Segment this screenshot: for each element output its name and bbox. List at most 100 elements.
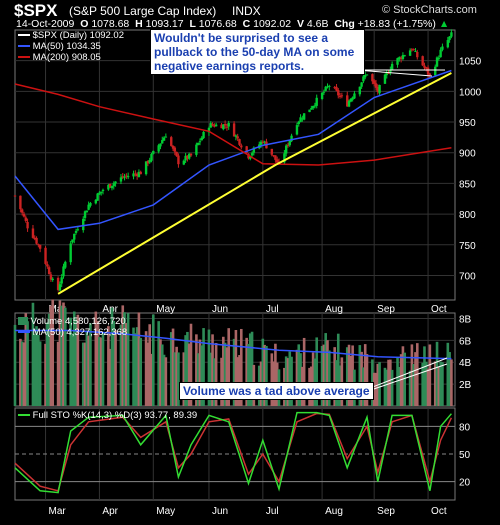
candle-body <box>47 267 51 275</box>
candle-body <box>171 145 175 149</box>
candle-body <box>125 175 128 177</box>
candle-body <box>96 193 99 201</box>
volume-bar <box>408 370 412 406</box>
candle-body <box>85 210 89 213</box>
volume-bar <box>245 337 248 406</box>
volume-bar <box>389 359 392 406</box>
candle-body <box>320 92 324 100</box>
candle-body <box>313 105 317 107</box>
candle-body <box>396 58 399 65</box>
candle-body <box>385 72 388 76</box>
volume-bar <box>184 335 187 406</box>
volume-bar <box>372 372 376 406</box>
price-tick-label: 900 <box>459 149 476 160</box>
volume-bar <box>89 323 92 406</box>
ma50-legend-item: MA(50) 1034.35 <box>18 41 101 52</box>
volume-bar <box>385 369 389 406</box>
candle-body <box>98 192 101 195</box>
candle-body <box>161 140 164 144</box>
candle-body <box>346 95 349 107</box>
volume-bar <box>26 321 29 406</box>
candle-body <box>132 173 135 177</box>
candle-body <box>441 46 444 50</box>
volume-bar <box>46 322 49 406</box>
volume-bar <box>326 340 329 406</box>
x-tick-label-bottom: Aug <box>325 506 343 517</box>
ma200-legend-item: MA(200) 908.05 <box>18 52 101 63</box>
volume-bar <box>327 350 331 406</box>
candle-body <box>297 121 300 124</box>
candle-body <box>408 50 412 56</box>
price-tick-label: 700 <box>459 271 476 282</box>
volume-bar <box>114 330 117 406</box>
price-legend-label: $SPX (Daily) 1092.02 <box>32 30 124 41</box>
candle-body <box>33 237 36 240</box>
candle-body <box>101 189 105 192</box>
candle-body <box>200 137 203 141</box>
volume-bar <box>439 361 442 406</box>
volume-bar <box>315 337 319 406</box>
candle-body <box>56 277 60 290</box>
candle-body <box>227 122 230 127</box>
volume-bar <box>107 326 110 406</box>
volume-bar <box>214 342 218 406</box>
volume-ma-legend-label: MA(50) 4,327,162,368 <box>32 327 128 338</box>
candle-body <box>211 124 214 126</box>
candle-body <box>410 49 414 51</box>
candle-body <box>276 159 279 163</box>
close-label: C <box>242 18 251 30</box>
candle-body <box>414 51 417 53</box>
x-tick-label-top: Mar <box>49 304 67 315</box>
volume-bar <box>247 343 250 406</box>
candle-body <box>358 86 362 95</box>
ma50-legend-label: MA(50) 1034.35 <box>32 41 101 52</box>
x-tick-label-top: Jun <box>212 304 228 315</box>
volume-bar <box>265 345 268 406</box>
volume-bar <box>347 344 351 406</box>
candle-body <box>236 136 239 139</box>
x-tick-label-top: Jul <box>266 304 279 315</box>
volume-bar <box>284 356 288 406</box>
up-arrow-icon: ▲ <box>438 18 450 30</box>
x-tick-label-bottom: May <box>156 506 175 517</box>
change-label: Chg <box>334 18 355 30</box>
volume-bar <box>162 354 166 406</box>
volume-bar <box>412 364 415 406</box>
high-value: 1093.17 <box>145 18 184 30</box>
volume-bar <box>144 331 148 406</box>
annotation-pullback: Wouldn't be surprised to see a pullback … <box>150 29 365 75</box>
candle-body <box>195 144 198 155</box>
volume-bar <box>311 352 315 406</box>
volume-bar <box>227 328 231 406</box>
volume-bar <box>182 352 186 406</box>
candle-body <box>74 230 78 233</box>
candle-body <box>252 147 256 153</box>
volume-bar <box>132 327 135 406</box>
candle-body <box>371 74 374 82</box>
candle-body <box>20 209 24 213</box>
candle-body <box>83 211 87 218</box>
volume-bar <box>189 323 193 406</box>
candle-body <box>259 141 263 145</box>
candle-body <box>299 117 302 122</box>
volume-bar <box>433 361 437 406</box>
candle-body <box>175 151 178 157</box>
candle-body <box>448 36 451 40</box>
annotation-volume: Volume was a tad above average <box>179 382 374 400</box>
volume-bar <box>135 327 139 406</box>
change-value: +18.83 (+1.75%) <box>357 18 436 30</box>
volume-bar <box>401 346 405 406</box>
candle-body <box>119 177 123 182</box>
sto-legend-item: Full STO %K(14,3) %D(3) 93.77, 89.39 <box>18 410 197 421</box>
volume-bar <box>423 346 426 406</box>
volume-bar <box>31 302 35 406</box>
volume-bar <box>58 300 62 406</box>
exchange: INDX <box>232 4 261 18</box>
volume-bar <box>414 352 417 406</box>
volume-bar <box>35 326 38 406</box>
volume-bar <box>198 339 202 406</box>
volume-bar <box>374 372 378 406</box>
volume-bar <box>387 359 390 406</box>
volume-bar <box>200 345 204 406</box>
